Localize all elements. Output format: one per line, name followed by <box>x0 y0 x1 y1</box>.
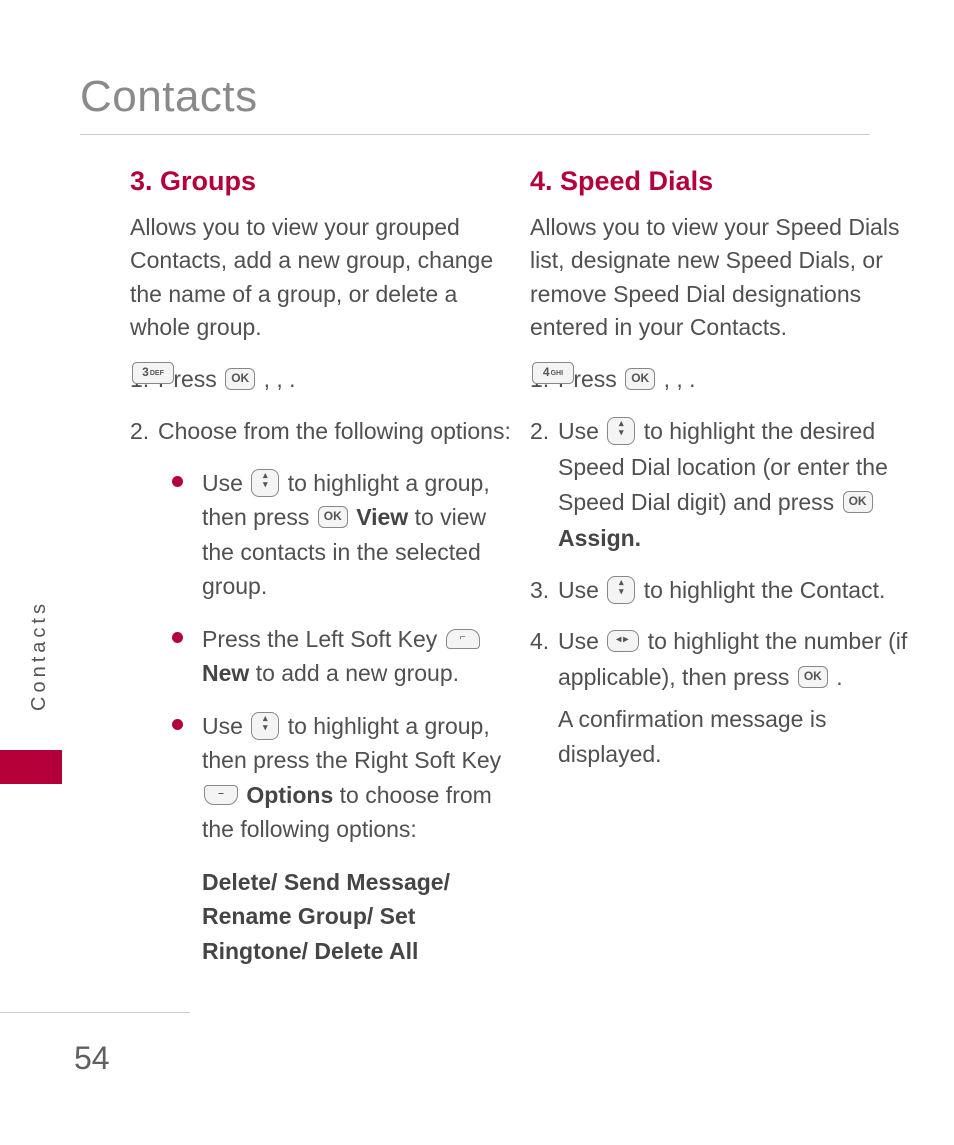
heading-speed-dials: 4. Speed Dials <box>530 166 920 197</box>
end: . <box>689 366 695 392</box>
side-tab-indicator <box>0 750 28 784</box>
ok-key-icon: OK <box>843 491 873 513</box>
heading-groups: 3. Groups <box>130 166 520 197</box>
left-soft-key-icon: ⌐ <box>446 629 480 649</box>
column-speed-dials: 4. Speed Dials Allows you to view your S… <box>530 166 920 789</box>
nav-updown-icon: ▴▾ <box>251 469 279 497</box>
assign-label: Assign. <box>558 525 641 551</box>
text: Use <box>202 713 249 739</box>
bullet-options-group: Use ▴▾ to highlight a group, then press … <box>172 709 520 847</box>
ok-key-icon: OK <box>225 368 255 390</box>
groups-step-2: 2. Choose from the following options: <box>130 414 520 450</box>
side-tab-label: Contacts <box>28 600 51 711</box>
intro-groups: Allows you to view your grouped Contacts… <box>130 211 520 344</box>
sep: , <box>276 366 289 392</box>
speed-step-4: 4. Use ◂▸ to highlight the number (if ap… <box>530 624 920 773</box>
speed-step-2: 2. Use ▴▾ to highlight the desired Speed… <box>530 414 920 557</box>
options-label: Options <box>246 782 333 808</box>
groups-bullets: Use ▴▾ to highlight a group, then press … <box>130 466 520 847</box>
view-label: View <box>356 504 408 530</box>
footer-rule <box>0 1012 190 1013</box>
step-number: 2. <box>530 414 549 450</box>
text: to highlight the Contact. <box>644 577 886 603</box>
ok-key-icon: OK <box>318 506 348 528</box>
groups-step-1: 1. Press OK , 5JKL , 3DEF . <box>130 362 520 398</box>
four-key-icon: 4GHI <box>532 362 574 384</box>
step-number: 3. <box>530 573 549 609</box>
nav-leftright-icon: ◂▸ <box>607 630 639 652</box>
end: . <box>289 366 295 392</box>
end: . <box>836 664 842 690</box>
text: Press the Left Soft Key <box>202 626 444 652</box>
page-title: Contacts <box>80 72 258 122</box>
text: Use <box>558 418 605 444</box>
three-key-icon: 3DEF <box>132 362 174 384</box>
confirm-text: A confirmation message is displayed. <box>558 702 920 773</box>
bullet-new-group: Press the Left Soft Key ⌐ New to add a n… <box>172 622 520 691</box>
page-number: 54 <box>74 1040 110 1077</box>
sep: , <box>264 366 277 392</box>
title-rule <box>80 134 870 135</box>
nav-updown-icon: ▴▾ <box>251 712 279 740</box>
text: Use <box>558 628 605 654</box>
digit: 3 <box>142 365 149 379</box>
column-groups: 3. Groups Allows you to view your groupe… <box>130 166 520 968</box>
sub: GHI <box>551 370 563 377</box>
new-label: New <box>202 660 249 686</box>
side-tab: Contacts <box>28 600 51 721</box>
text: Choose from the following options: <box>158 418 511 444</box>
nav-updown-icon: ▴▾ <box>607 576 635 604</box>
digit: 4 <box>543 365 550 379</box>
side-tab-indicator <box>28 750 62 784</box>
step-number: 4. <box>530 624 549 660</box>
text: Use <box>202 470 249 496</box>
ok-key-icon: OK <box>798 666 828 688</box>
sub: DEF <box>150 370 164 377</box>
speed-step-3: 3. Use ▴▾ to highlight the Contact. <box>530 573 920 609</box>
sep: , <box>664 366 677 392</box>
text: to add a new group. <box>256 660 459 686</box>
options-list: Delete/ Send Message/ Rename Group/ Set … <box>130 865 520 969</box>
text: Use <box>558 577 605 603</box>
right-soft-key-icon: – <box>204 785 238 805</box>
bullet-view-group: Use ▴▾ to highlight a group, then press … <box>172 466 520 604</box>
intro-speed-dials: Allows you to view your Speed Dials list… <box>530 211 920 344</box>
nav-updown-icon: ▴▾ <box>607 417 635 445</box>
step-number: 2. <box>130 414 149 450</box>
sep: , <box>676 366 689 392</box>
ok-key-icon: OK <box>625 368 655 390</box>
speed-step-1: 1. Press OK , 5JKL , 4GHI . <box>530 362 920 398</box>
